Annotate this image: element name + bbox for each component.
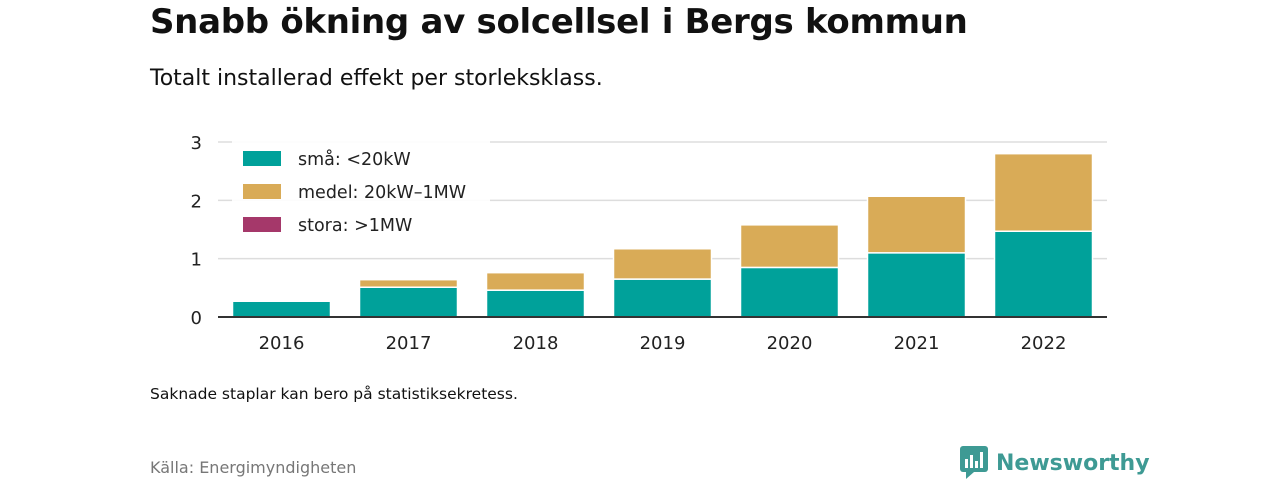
bar-segment-2022-series-0[interactable] — [993, 230, 1094, 318]
x-tick-label: 2021 — [894, 333, 940, 354]
newsworthy-logo-icon — [960, 446, 988, 479]
legend-swatch — [243, 184, 281, 199]
chart-title: Snabb ökning av solcellsel i Bergs kommu… — [150, 2, 968, 42]
y-tick-label: 2 — [191, 191, 202, 212]
bar-segment-2021-series-0[interactable] — [866, 252, 967, 318]
chart-subtitle: Totalt installerad effekt per storlekskl… — [150, 66, 603, 91]
x-tick-label: 2019 — [640, 333, 686, 354]
x-tick-label: 2020 — [767, 333, 813, 354]
chart-note: Saknade staplar kan bero på statistiksek… — [150, 385, 518, 403]
legend-label: stora: >1MW — [298, 216, 412, 236]
bar-segment-2017-series-0[interactable] — [358, 286, 459, 318]
bar-segment-2022-series-1[interactable] — [993, 152, 1094, 233]
legend-label: medel: 20kW–1MW — [298, 183, 466, 203]
bar-segment-2019-series-1[interactable] — [612, 248, 713, 280]
bar-segment-2020-series-1[interactable] — [739, 224, 840, 269]
x-tick-label: 2017 — [386, 333, 432, 354]
axis-layer: 0 1 2 3 2016 2017 2018 2019 2020 2021 2022 — [191, 133, 1107, 354]
bar-segment-2018-series-1[interactable] — [485, 271, 586, 291]
source-text: Källa: Energimyndigheten — [150, 458, 357, 477]
y-tick-label: 1 — [191, 250, 202, 271]
bar-segment-2019-series-0[interactable] — [612, 278, 713, 318]
brand-logo[interactable]: Newsworthy — [960, 446, 1150, 480]
brand-name: Newsworthy — [996, 450, 1150, 476]
bar-segment-2021-series-1[interactable] — [866, 195, 967, 254]
legend-label: små: <20kW — [298, 149, 411, 170]
legend-swatch — [243, 217, 281, 232]
bar-segment-2020-series-0[interactable] — [739, 266, 840, 318]
bar-segment-2017-series-1[interactable] — [358, 278, 459, 288]
bar-layer — [231, 152, 1094, 318]
legend-swatch — [243, 151, 281, 166]
bar-segment-2018-series-0[interactable] — [485, 289, 586, 318]
legend: små: <20kW medel: 20kW–1MW stora: >1MW — [232, 140, 490, 242]
y-tick-label: 3 — [191, 133, 202, 154]
stacked-bar-chart: 0 1 2 3 2016 2017 2018 2019 2020 2021 2022 små: <2… — [191, 133, 1107, 354]
x-tick-label: 2022 — [1021, 333, 1067, 354]
x-tick-label: 2016 — [259, 333, 305, 354]
bar-segment-2016-series-0[interactable] — [231, 300, 332, 318]
y-tick-label: 0 — [191, 308, 202, 329]
x-tick-label: 2018 — [513, 333, 559, 354]
